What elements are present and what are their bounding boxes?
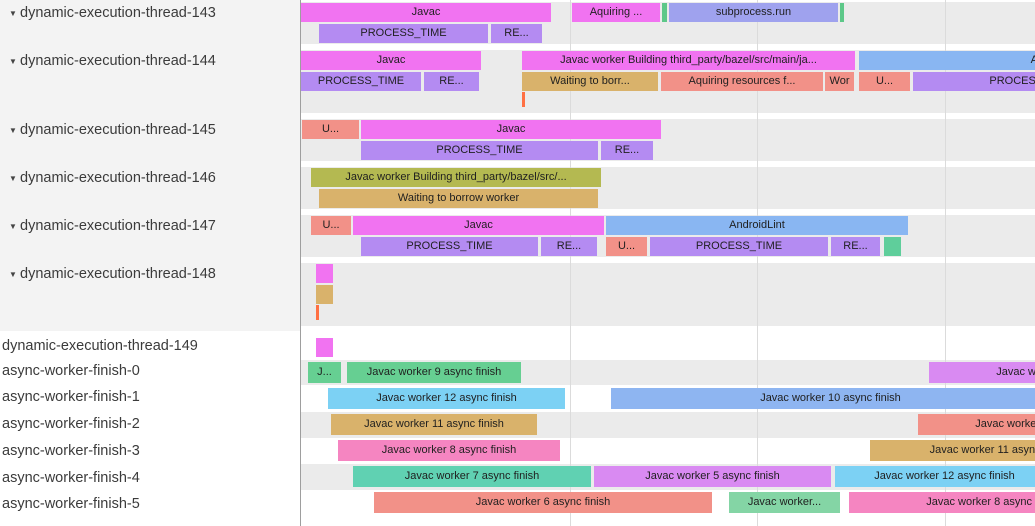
- track-name-panel: ▼ dynamic-execution-thread-143 ▼ dynamic-ex…: [0, 0, 300, 526]
- track-label-awf-5[interactable]: async-worker-finish-5: [0, 494, 300, 514]
- trace-slice[interactable]: PROCESS_TIME: [913, 72, 1035, 91]
- collapse-arrow-icon[interactable]: ▼: [9, 8, 17, 18]
- trace-slice[interactable]: Javac worker 5 async finish: [929, 362, 1035, 383]
- track-name: dynamic-execution-thread-143: [20, 5, 216, 21]
- trace-slice[interactable]: Wor: [825, 72, 854, 91]
- trace-slice[interactable]: RE...: [541, 237, 597, 256]
- trace-slice[interactable]: AndroidLint: [606, 216, 908, 235]
- trace-slice[interactable]: Javac: [301, 51, 481, 70]
- track-name: dynamic-execution-thread-148: [20, 266, 216, 282]
- track-label-thread-146[interactable]: ▼ dynamic-execution-thread-146: [0, 168, 300, 188]
- trace-slice[interactable]: RE...: [424, 72, 479, 91]
- trace-slice[interactable]: Javac worker Building third_party/bazel/…: [311, 168, 601, 187]
- track-label-thread-147[interactable]: ▼ dynamic-execution-thread-147: [0, 216, 300, 236]
- trace-slice[interactable]: PROCESS_TIME: [650, 237, 828, 256]
- track-label-awf-3[interactable]: async-worker-finish-3: [0, 441, 300, 461]
- instant-marker[interactable]: [316, 305, 319, 320]
- track-name: async-worker-finish-2: [2, 416, 140, 432]
- trace-slice[interactable]: Javac worker 9 async finish: [347, 362, 521, 383]
- trace-slice[interactable]: Javac worker 12 async finish: [835, 466, 1035, 487]
- track-label-awf-0[interactable]: async-worker-finish-0: [0, 361, 300, 381]
- trace-slice[interactable]: Javac worker...: [729, 492, 840, 513]
- track-label-awf-2[interactable]: async-worker-finish-2: [0, 414, 300, 434]
- trace-slice[interactable]: Javac worker 6 async finish: [918, 414, 1035, 435]
- trace-slice[interactable]: J...: [308, 362, 341, 383]
- collapse-arrow-icon[interactable]: ▼: [9, 56, 17, 66]
- track-label-thread-145[interactable]: ▼ dynamic-execution-thread-145: [0, 120, 300, 140]
- trace-slice[interactable]: Waiting to borr...: [522, 72, 658, 91]
- trace-slice[interactable]: [840, 3, 844, 22]
- trace-slice[interactable]: Javac worker 12 async finish: [328, 388, 565, 409]
- trace-slice[interactable]: Javac: [353, 216, 604, 235]
- track-name: async-worker-finish-0: [2, 363, 140, 379]
- trace-slice[interactable]: RE...: [601, 141, 653, 160]
- track-name: async-worker-finish-4: [2, 470, 140, 486]
- trace-slice[interactable]: RE...: [831, 237, 880, 256]
- trace-slice[interactable]: RE...: [491, 24, 542, 43]
- trace-slice[interactable]: Javac worker 11 async finish: [870, 440, 1035, 461]
- trace-slice[interactable]: Javac worker 11 async finish: [331, 414, 537, 435]
- trace-slice[interactable]: Javac worker 8 async finish: [849, 492, 1035, 513]
- track-name: async-worker-finish-1: [2, 389, 140, 405]
- trace-slice[interactable]: U...: [859, 72, 910, 91]
- trace-slice[interactable]: AndroidLint: [859, 51, 1035, 70]
- track-name: dynamic-execution-thread-145: [20, 122, 216, 138]
- trace-slice[interactable]: PROCESS_TIME: [361, 141, 598, 160]
- track-name: dynamic-execution-thread-144: [20, 53, 216, 69]
- panel-divider[interactable]: [300, 0, 301, 526]
- trace-slice[interactable]: U...: [302, 120, 359, 139]
- trace-slice[interactable]: Javac: [361, 120, 661, 139]
- time-gridline: [757, 0, 758, 526]
- trace-slice[interactable]: U...: [311, 216, 351, 235]
- track-label-thread-149[interactable]: dynamic-execution-thread-149: [0, 336, 300, 356]
- collapse-arrow-icon[interactable]: ▼: [9, 125, 17, 135]
- trace-slice[interactable]: Javac worker 6 async finish: [374, 492, 712, 513]
- trace-slice[interactable]: subprocess.run: [669, 3, 838, 22]
- trace-slice[interactable]: [316, 285, 333, 304]
- trace-slice[interactable]: Javac worker 10 async finish: [611, 388, 1035, 409]
- track-name: dynamic-execution-thread-149: [2, 338, 198, 354]
- time-gridline: [570, 0, 571, 526]
- trace-slice[interactable]: Javac worker 5 async finish: [594, 466, 831, 487]
- track-label-awf-1[interactable]: async-worker-finish-1: [0, 387, 300, 407]
- track-name: async-worker-finish-5: [2, 496, 140, 512]
- track-name: dynamic-execution-thread-147: [20, 218, 216, 234]
- trace-slice[interactable]: PROCESS_TIME: [301, 72, 421, 91]
- trace-slice[interactable]: Aquiring ...: [572, 3, 660, 22]
- instant-marker[interactable]: [522, 92, 525, 107]
- collapse-arrow-icon[interactable]: ▼: [9, 221, 17, 231]
- track-background: [301, 263, 1035, 326]
- trace-slice[interactable]: [316, 338, 333, 357]
- trace-slice[interactable]: U...: [606, 237, 647, 256]
- track-name: async-worker-finish-3: [2, 443, 140, 459]
- trace-slice[interactable]: PROCESS_TIME: [361, 237, 538, 256]
- track-label-thread-144[interactable]: ▼ dynamic-execution-thread-144: [0, 51, 300, 71]
- trace-slice[interactable]: [662, 3, 667, 22]
- track-name: dynamic-execution-thread-146: [20, 170, 216, 186]
- trace-slice[interactable]: [316, 264, 333, 283]
- time-gridline: [945, 0, 946, 526]
- collapse-arrow-icon[interactable]: ▼: [9, 173, 17, 183]
- trace-slice[interactable]: [884, 237, 901, 256]
- trace-slice[interactable]: Javac worker 8 async finish: [338, 440, 560, 461]
- trace-slice[interactable]: Waiting to borrow worker: [319, 189, 598, 208]
- trace-slice[interactable]: Javac worker 7 async finish: [353, 466, 591, 487]
- trace-slice[interactable]: Aquiring resources f...: [661, 72, 823, 91]
- track-label-awf-4[interactable]: async-worker-finish-4: [0, 468, 300, 488]
- trace-slice[interactable]: Javac worker Building third_party/bazel/…: [522, 51, 855, 70]
- track-label-thread-143[interactable]: ▼ dynamic-execution-thread-143: [0, 3, 300, 23]
- trace-slice[interactable]: Javac: [301, 3, 551, 22]
- track-label-thread-148[interactable]: ▼ dynamic-execution-thread-148: [0, 264, 300, 284]
- track-group-header-background: [0, 0, 300, 331]
- timeline-canvas[interactable]: Javac Aquiring ... subprocess.run PROCESS_T…: [301, 0, 1035, 526]
- trace-slice[interactable]: PROCESS_TIME: [319, 24, 488, 43]
- collapse-arrow-icon[interactable]: ▼: [9, 269, 17, 279]
